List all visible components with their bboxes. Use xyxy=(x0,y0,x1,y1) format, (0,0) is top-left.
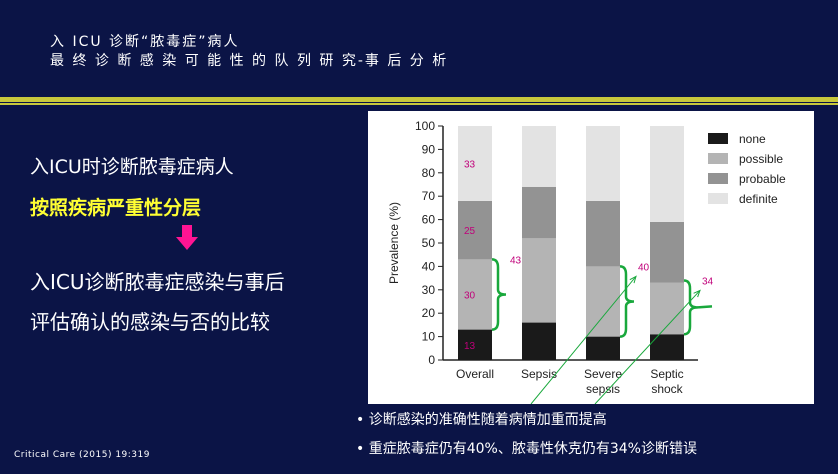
source-citation: Critical Care (2015) 19:319 xyxy=(14,450,150,460)
title-line-1: 入 ICU 诊断“脓毒症”病人 xyxy=(50,34,240,50)
bar-segment-probable xyxy=(586,200,620,267)
legend-swatch xyxy=(708,173,728,184)
annotation-bracket xyxy=(491,258,507,331)
bar-segment-possible xyxy=(522,238,556,323)
bar-segment-possible xyxy=(458,259,492,330)
down-arrow-icon xyxy=(176,225,198,250)
left-text-line-2: 按照疾病严重性分层 xyxy=(30,197,202,219)
bar-segment-definite xyxy=(650,126,684,222)
x-tick-label: Severe xyxy=(584,367,622,381)
legend-label: definite xyxy=(739,192,778,206)
bar-segment-none xyxy=(522,322,556,360)
segment-value-label: 13 xyxy=(464,341,476,352)
bar-segment-probable xyxy=(458,200,492,260)
legend-swatch xyxy=(708,153,728,164)
legend-swatch xyxy=(708,193,728,204)
legend-label: probable xyxy=(739,172,786,186)
y-tick-label: 60 xyxy=(422,213,436,227)
segment-value-label: 30 xyxy=(464,290,476,301)
bar-segment-possible xyxy=(586,266,620,337)
x-tick-label: sepsis xyxy=(586,382,620,396)
annotation-arrow xyxy=(530,276,637,404)
x-tick-label: shock xyxy=(651,382,683,396)
annotation-arrowhead xyxy=(693,289,701,298)
y-tick-label: 100 xyxy=(415,119,435,133)
bar-segment-none xyxy=(650,334,684,360)
legend-swatch xyxy=(708,133,728,144)
x-tick-label: Overall xyxy=(456,367,494,381)
y-tick-label: 20 xyxy=(422,306,436,320)
left-text-line-3: 入ICU诊断脓毒症感染与事后 xyxy=(30,270,285,294)
left-text-line-4: 评估确认的感染与否的比较 xyxy=(30,310,270,334)
segment-value-label: 25 xyxy=(464,226,476,237)
bullet-2: • 重症脓毒症仍有40%、脓毒性休克仍有34%诊断错误 xyxy=(356,441,697,457)
slide-title: 入 ICU 诊断“脓毒症”病人 最 终 诊 断 感 染 可 能 性 的 队 列 … xyxy=(50,33,448,71)
annotation-bracket xyxy=(683,279,699,336)
y-axis-label: Prevalence (%) xyxy=(387,202,401,284)
bar-segment-probable xyxy=(522,186,556,239)
x-tick-label: Sepsis xyxy=(521,367,557,381)
y-tick-label: 0 xyxy=(428,353,435,367)
segment-value-label: 33 xyxy=(464,159,476,170)
y-tick-label: 10 xyxy=(422,330,436,344)
annotation-label: 34 xyxy=(702,276,714,287)
annotation-arrowhead xyxy=(629,275,637,284)
annotation-arrow xyxy=(594,290,701,404)
chart-panel: 0 10 20 30 40 50 60 70 80 90 100 Prevalence (%) Over… xyxy=(368,111,814,404)
annotation-label: 43 xyxy=(510,255,522,266)
bar-segment-none xyxy=(586,336,620,360)
bar-segment-definite xyxy=(586,126,620,201)
left-text-line-1: 入ICU时诊断脓毒症病人 xyxy=(30,156,234,178)
bar-segment-definite xyxy=(458,126,492,201)
annotation-bracket-tail xyxy=(697,305,713,309)
title-divider-thin xyxy=(0,103,838,105)
y-tick-label: 40 xyxy=(422,259,436,273)
x-tick-label: Septic xyxy=(650,367,683,381)
y-tick-label: 50 xyxy=(422,236,436,250)
title-divider-thick xyxy=(0,97,838,102)
y-tick-label: 80 xyxy=(422,166,436,180)
legend-label: possible xyxy=(739,152,783,166)
y-tick-label: 70 xyxy=(422,189,436,203)
legend-label: none xyxy=(739,132,766,146)
bar-segment-definite xyxy=(522,126,556,187)
bar-segment-probable xyxy=(650,221,684,283)
annotation-bracket xyxy=(619,265,635,338)
title-line-2: 最 终 诊 断 感 染 可 能 性 的 队 列 研 究-事 后 分 析 xyxy=(50,53,449,69)
bullet-1: • 诊断感染的准确性随着病情加重而提高 xyxy=(356,412,607,428)
y-tick-label: 90 xyxy=(422,142,436,156)
stacked-bar-chart: 0 10 20 30 40 50 60 70 80 90 100 Prevalence (%) Over… xyxy=(387,119,786,404)
annotation-label: 40 xyxy=(638,262,650,273)
bar-segment-none xyxy=(458,329,492,360)
y-tick-label: 30 xyxy=(422,283,436,297)
